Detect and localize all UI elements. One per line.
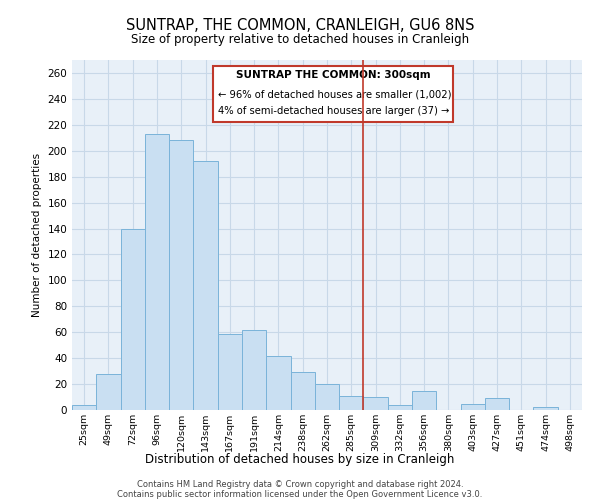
- Bar: [315, 384, 339, 410]
- Bar: [193, 161, 218, 410]
- Bar: [96, 374, 121, 410]
- Bar: [169, 140, 193, 410]
- Bar: [533, 408, 558, 410]
- Text: Size of property relative to detached houses in Cranleigh: Size of property relative to detached ho…: [131, 32, 469, 46]
- Bar: [461, 404, 485, 410]
- Text: Contains HM Land Registry data © Crown copyright and database right 2024.: Contains HM Land Registry data © Crown c…: [137, 480, 463, 489]
- Bar: [145, 134, 169, 410]
- Bar: [72, 405, 96, 410]
- Y-axis label: Number of detached properties: Number of detached properties: [32, 153, 42, 317]
- Bar: [364, 397, 388, 410]
- Text: Distribution of detached houses by size in Cranleigh: Distribution of detached houses by size …: [145, 452, 455, 466]
- Text: 4% of semi-detached houses are larger (37) →: 4% of semi-detached houses are larger (3…: [218, 106, 449, 116]
- Text: SUNTRAP THE COMMON: 300sqm: SUNTRAP THE COMMON: 300sqm: [236, 70, 430, 80]
- Bar: [485, 398, 509, 410]
- Text: SUNTRAP, THE COMMON, CRANLEIGH, GU6 8NS: SUNTRAP, THE COMMON, CRANLEIGH, GU6 8NS: [126, 18, 474, 32]
- Bar: [339, 396, 364, 410]
- Bar: [218, 334, 242, 410]
- Bar: [242, 330, 266, 410]
- Text: Contains public sector information licensed under the Open Government Licence v3: Contains public sector information licen…: [118, 490, 482, 499]
- Bar: [266, 356, 290, 410]
- FancyBboxPatch shape: [213, 66, 453, 122]
- Bar: [388, 405, 412, 410]
- Bar: [121, 228, 145, 410]
- Bar: [412, 390, 436, 410]
- Text: ← 96% of detached houses are smaller (1,002): ← 96% of detached houses are smaller (1,…: [218, 90, 451, 100]
- Bar: [290, 372, 315, 410]
